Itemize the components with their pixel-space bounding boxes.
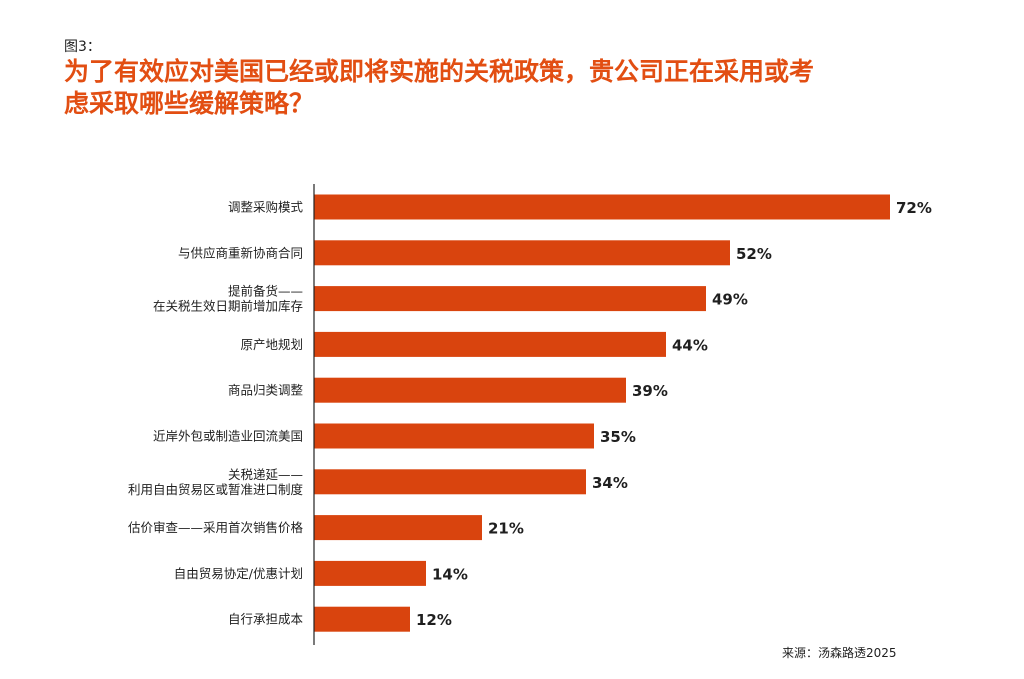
data-label-3: 49% <box>712 291 748 309</box>
chart-title-line-1: 为了有效应对美国已经或即将实施的关税政策，贵公司正在采用或考 <box>64 57 815 86</box>
bar-7 <box>314 469 586 495</box>
data-label-10: 12% <box>416 611 452 629</box>
category-label-4: 原产地规划 <box>240 337 303 352</box>
bar-2 <box>314 240 730 266</box>
category-label-8: 估价审查——采用首次销售价格 <box>128 520 304 535</box>
bar-9 <box>314 560 426 586</box>
category-label-7-line-2: 利用自由贸易区或暂准进口制度 <box>128 482 304 497</box>
category-label-3-line-2: 在关税生效日期前增加库存 <box>153 299 303 314</box>
data-label-2: 52% <box>736 245 772 263</box>
data-label-7: 34% <box>592 474 628 492</box>
figure-label: 图3： <box>64 39 101 55</box>
data-label-8: 21% <box>488 520 524 538</box>
category-label-3-line-1: 提前备货—— <box>228 284 303 299</box>
category-label-10: 自行承担成本 <box>228 612 304 627</box>
category-label-7-line-1: 关税递延—— <box>228 467 303 482</box>
data-label-6: 35% <box>600 428 636 446</box>
category-label-6: 近岸外包或制造业回流美国 <box>153 429 303 444</box>
data-label-5: 39% <box>632 382 668 400</box>
source-note: 来源：汤森路透2025 <box>782 646 897 660</box>
chart-title: 为了有效应对美国已经或即将实施的关税政策，贵公司正在采用或考 虑采取哪些缓解策略… <box>64 56 964 120</box>
category-label-9: 自由贸易协定/优惠计划 <box>174 566 303 581</box>
data-label-9: 14% <box>432 565 468 583</box>
bar-10 <box>314 606 410 632</box>
bar-1 <box>314 194 890 220</box>
category-label-5: 商品归类调整 <box>228 383 304 398</box>
data-label-1: 72% <box>896 199 932 217</box>
bar-3 <box>314 286 706 312</box>
category-label-1: 调整采购模式 <box>228 200 304 215</box>
bar-4 <box>314 331 666 357</box>
bar-8 <box>314 515 482 541</box>
chart-title-line-2: 虑采取哪些缓解策略？ <box>64 89 315 118</box>
bar-6 <box>314 423 594 449</box>
bar-5 <box>314 377 626 403</box>
category-label-2: 与供应商重新协商合同 <box>178 245 303 260</box>
data-label-4: 44% <box>672 336 708 354</box>
